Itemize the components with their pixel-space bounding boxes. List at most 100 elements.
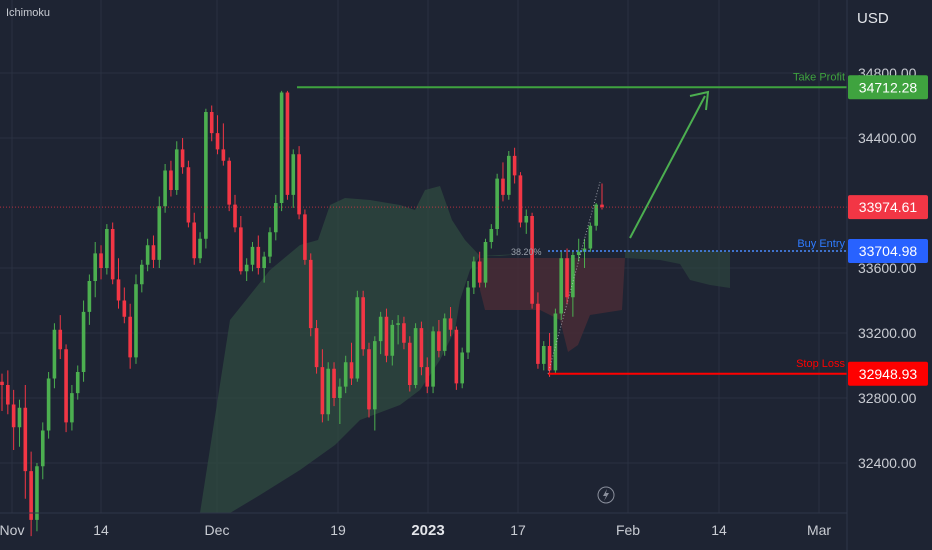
stop-loss-label: Stop Loss: [796, 358, 845, 370]
candle: [75, 372, 80, 394]
candle: [23, 407, 28, 472]
candle: [291, 154, 296, 195]
indicator-label[interactable]: Ichimoku: [6, 7, 50, 19]
candle: [46, 378, 51, 431]
candles: [0, 90, 604, 537]
fib-label: 38.20%: [511, 247, 542, 257]
candle: [6, 385, 10, 405]
candle: [227, 160, 231, 205]
cloud-green-future: [625, 250, 730, 288]
candle: [303, 214, 307, 260]
candle: [460, 352, 464, 384]
time-tick-label: 2023: [411, 522, 444, 539]
candle: [70, 393, 74, 423]
lightning-icon[interactable]: [597, 486, 615, 504]
candle: [134, 284, 138, 358]
time-tick-label: 17: [510, 522, 526, 538]
candle: [448, 318, 453, 330]
candle: [58, 329, 63, 350]
time-tick-label: Feb: [616, 522, 640, 538]
buy-entry-value: 33704.98: [859, 243, 918, 259]
candle: [52, 329, 57, 379]
candle: [268, 232, 272, 257]
fib-trend-line: [547, 181, 601, 374]
time-axis[interactable]: Nov 14 Dec 19 2023 17 Feb 14 Mar: [0, 522, 831, 539]
price-tick-label: 33200.00: [858, 325, 917, 341]
candle: [361, 297, 365, 350]
candle: [466, 287, 470, 353]
candle: [413, 328, 418, 385]
candle: [151, 245, 156, 260]
candle: [122, 300, 127, 317]
candle: [431, 331, 435, 387]
candle: [373, 341, 377, 410]
time-tick-label: 14: [711, 522, 727, 538]
candle: [338, 386, 342, 398]
candle: [576, 251, 581, 255]
candle: [547, 346, 552, 371]
cloud-green: [200, 186, 520, 513]
candle: [472, 261, 476, 288]
target-arrow-head: [689, 90, 710, 111]
candle: [87, 281, 92, 312]
price-tick-label: 33600.00: [858, 260, 917, 276]
price-levels: 34712.28 33974.61 33704.98 32948.93: [848, 75, 928, 386]
time-tick-label: 19: [330, 522, 346, 538]
candle: [221, 149, 226, 161]
candle: [239, 227, 243, 272]
candle: [367, 349, 371, 410]
take-profit-value: 34712.28: [859, 79, 918, 95]
candle: [128, 316, 132, 358]
buy-entry-label: Buy Entry: [797, 238, 845, 250]
candle: [495, 178, 499, 229]
candle: [378, 316, 383, 342]
candle: [442, 318, 447, 351]
candle: [180, 149, 185, 168]
candle: [524, 216, 529, 223]
target-arrow-line: [629, 95, 706, 239]
buy-entry-badge: [848, 238, 928, 263]
candle: [512, 155, 517, 176]
candle: [279, 92, 284, 203]
current-price-value: 33974.61: [859, 199, 918, 215]
candle: [81, 311, 86, 372]
take-profit-badge: [848, 75, 928, 100]
candle: [332, 368, 336, 398]
candle: [256, 246, 261, 268]
candle: [600, 204, 604, 208]
candle: [483, 242, 488, 283]
stop-loss-value: 32948.93: [859, 366, 918, 382]
candle: [396, 323, 400, 325]
candle: [169, 170, 173, 190]
candle: [384, 316, 389, 356]
candle: [17, 407, 22, 428]
candle: [273, 203, 278, 233]
candle: [437, 331, 441, 351]
time-tick-label: Nov: [0, 522, 24, 538]
candle: [530, 216, 534, 304]
candle: [244, 264, 249, 272]
candle: [140, 264, 144, 285]
candle: [314, 328, 319, 368]
price-tick-label: 34400.00: [858, 130, 917, 146]
candle: [233, 204, 237, 228]
candle: [105, 229, 109, 268]
candle: [582, 248, 587, 252]
candle: [541, 346, 546, 364]
candle: [425, 367, 430, 387]
stop-loss-badge: [848, 361, 928, 386]
candle: [419, 328, 424, 368]
candle: [489, 229, 494, 242]
candle: [110, 229, 115, 280]
candle: [506, 155, 511, 195]
candle: [116, 279, 121, 301]
candle: [262, 256, 266, 268]
candle: [559, 258, 564, 314]
candle: [157, 206, 162, 260]
candle: [204, 112, 208, 239]
candle: [215, 133, 220, 150]
current-price-badge: [848, 195, 928, 220]
ichimoku-cloud: [200, 186, 730, 513]
candle: [40, 430, 45, 467]
